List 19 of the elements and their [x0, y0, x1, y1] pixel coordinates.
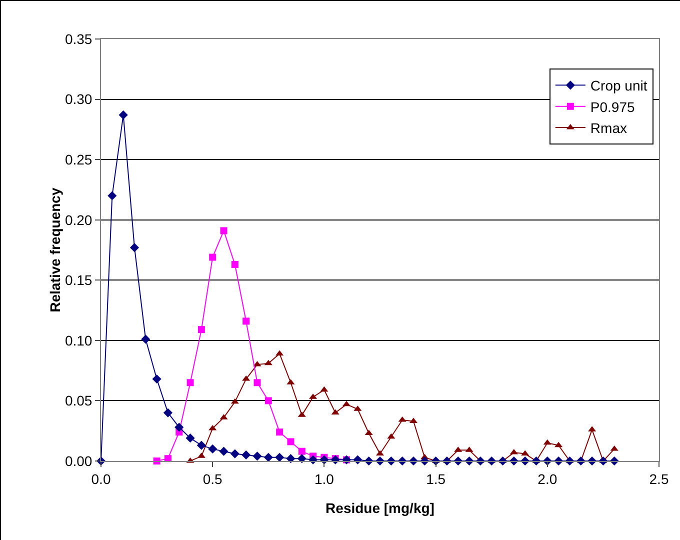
y-tick-label: 0.00 [64, 452, 92, 469]
x-tick-label: 1.0 [314, 470, 334, 487]
legend-label: Rmax [590, 120, 627, 136]
y-tick-label: 0.25 [64, 151, 92, 168]
x-tick-label: 0.0 [91, 470, 111, 487]
legend-label: P0.975 [590, 98, 636, 115]
y-tick-label: 0.15 [64, 272, 92, 288]
y-axis-title: Relative frequency [46, 188, 63, 312]
legend-label: Crop unit [590, 78, 648, 94]
x-tick-label: 2.0 [538, 470, 558, 487]
y-tick-label: 0.20 [64, 212, 92, 228]
y-tick-label: 0.05 [64, 392, 92, 409]
x-axis-title: Residue [mg/kg] [326, 500, 434, 516]
y-tick-label: 0.30 [64, 91, 92, 108]
x-tick-label: 2.5 [649, 470, 669, 487]
x-tick-label: 1.5 [426, 470, 446, 487]
x-tick-label: 0.5 [202, 470, 223, 487]
y-tick-label: 0.35 [64, 30, 92, 47]
y-tick-label: 0.10 [64, 332, 92, 348]
